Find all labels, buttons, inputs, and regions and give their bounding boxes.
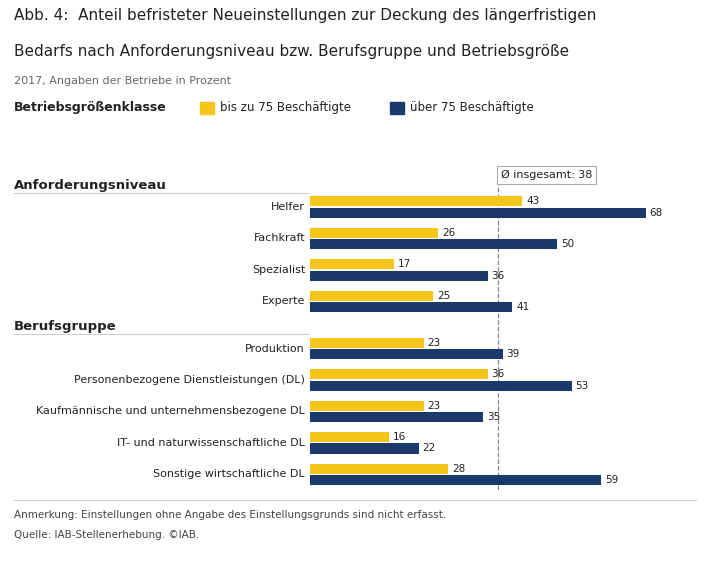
Bar xyxy=(310,302,513,312)
Text: über 75 Beschäftigte: über 75 Beschäftigte xyxy=(410,101,534,114)
Text: 41: 41 xyxy=(516,302,530,312)
Text: 17: 17 xyxy=(398,259,411,269)
Bar xyxy=(310,239,557,249)
Text: 43: 43 xyxy=(526,196,540,206)
Text: Produktion: Produktion xyxy=(246,344,305,353)
Bar xyxy=(310,432,389,442)
Text: Anforderungsniveau: Anforderungsniveau xyxy=(14,178,167,192)
Text: Bedarfs nach Anforderungsniveau bzw. Berufsgruppe und Betriebsgröße: Bedarfs nach Anforderungsniveau bzw. Ber… xyxy=(14,44,569,59)
Bar xyxy=(310,401,424,411)
Text: 59: 59 xyxy=(605,475,618,485)
Text: 22: 22 xyxy=(422,443,436,454)
Text: Personenbezogene Dienstleistungen (DL): Personenbezogene Dienstleistungen (DL) xyxy=(74,375,305,385)
Bar xyxy=(310,196,523,206)
Text: 36: 36 xyxy=(491,370,505,379)
Bar xyxy=(310,291,433,301)
Text: Helfer: Helfer xyxy=(271,202,305,212)
Bar xyxy=(310,271,488,281)
Text: 28: 28 xyxy=(452,464,465,474)
Bar xyxy=(310,443,419,454)
Bar xyxy=(310,338,424,348)
Text: 25: 25 xyxy=(437,291,451,301)
Text: Berufsgruppe: Berufsgruppe xyxy=(14,320,117,333)
Text: 26: 26 xyxy=(442,228,456,238)
Text: 23: 23 xyxy=(427,338,441,348)
Text: Anmerkung: Einstellungen ohne Angabe des Einstellungsgrunds sind nicht erfasst.: Anmerkung: Einstellungen ohne Angabe des… xyxy=(14,510,447,520)
Text: 23: 23 xyxy=(427,401,441,411)
Bar xyxy=(310,370,488,379)
Text: Ø insgesamt: 38: Ø insgesamt: 38 xyxy=(501,170,592,180)
Bar xyxy=(310,380,572,391)
Text: 39: 39 xyxy=(506,349,520,359)
Text: 2017, Angaben der Betriebe in Prozent: 2017, Angaben der Betriebe in Prozent xyxy=(14,76,231,86)
Text: Betriebsgrößenklasse: Betriebsgrößenklasse xyxy=(14,101,167,114)
Text: Spezialist: Spezialist xyxy=(252,265,305,275)
Text: 50: 50 xyxy=(561,239,574,249)
Text: Experte: Experte xyxy=(262,296,305,307)
Text: 68: 68 xyxy=(650,208,663,218)
Text: 16: 16 xyxy=(393,432,406,442)
Bar xyxy=(310,463,448,474)
Text: Quelle: IAB-Stellenerhebung. ©IAB.: Quelle: IAB-Stellenerhebung. ©IAB. xyxy=(14,530,200,540)
Text: Kaufmännische und unternehmensbezogene DL: Kaufmännische und unternehmensbezogene D… xyxy=(36,406,305,416)
Text: Sonstige wirtschaftliche DL: Sonstige wirtschaftliche DL xyxy=(153,469,305,479)
Bar xyxy=(310,349,503,359)
Bar xyxy=(310,259,394,269)
Text: bis zu 75 Beschäftigte: bis zu 75 Beschäftigte xyxy=(220,101,351,114)
Text: Abb. 4:  Anteil befristeter Neueinstellungen zur Deckung des längerfristigen: Abb. 4: Anteil befristeter Neueinstellun… xyxy=(14,8,596,23)
Text: 53: 53 xyxy=(576,380,589,391)
Text: 35: 35 xyxy=(487,412,500,422)
Text: Fachkraft: Fachkraft xyxy=(253,233,305,244)
Text: 36: 36 xyxy=(491,271,505,280)
Bar xyxy=(310,412,483,422)
Bar xyxy=(310,208,645,218)
Text: IT- und naturwissenschaftliche DL: IT- und naturwissenschaftliche DL xyxy=(117,438,305,448)
Bar xyxy=(310,228,438,238)
Bar xyxy=(310,475,601,485)
